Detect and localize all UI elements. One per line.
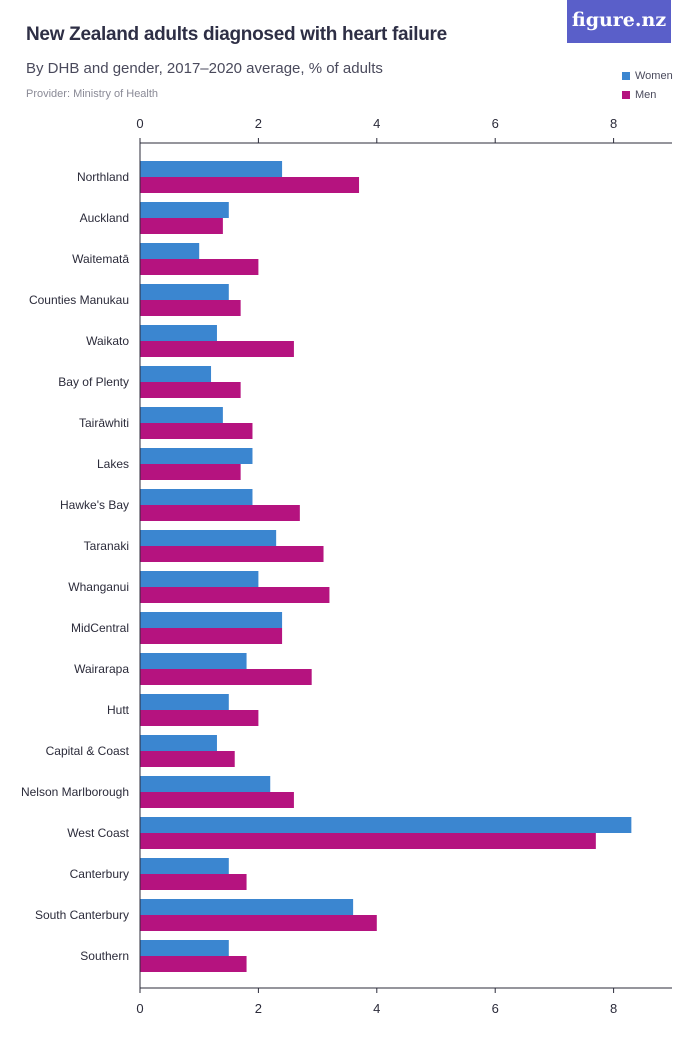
figure-nz-logo[interactable]: figure.nz [567,0,671,43]
x-tick-label-bottom-4: 4 [373,1001,380,1016]
category-label-northland: Northland [77,170,129,184]
bar-men-taranaki [140,546,324,562]
legend-swatch-women [622,71,630,80]
x-tick-label-top-8: 8 [610,116,617,131]
bar-men-whanganui [140,587,330,603]
bar-women-southern [140,940,229,956]
category-label-capital-coast: Capital & Coast [46,744,130,758]
category-label-hutt: Hutt [107,703,130,717]
bar-men-bay-of-plenty [140,382,241,398]
bar-men-tair-whiti [140,423,253,439]
chart-title: New Zealand adults diagnosed with heart … [26,24,447,45]
bar-women-hutt [140,694,229,710]
legend: Women Men [622,66,673,104]
x-tick-label-top-2: 2 [255,116,262,131]
legend-item-men: Men [622,85,673,104]
bar-women-bay-of-plenty [140,366,212,382]
bar-men-midcentral [140,628,283,644]
bar-women-south-canterbury [140,899,354,915]
category-label-west-coast: West Coast [67,826,129,840]
bar-women-auckland [140,202,229,218]
bar-women-wairarapa [140,653,247,669]
bar-men-lakes [140,464,241,480]
legend-swatch-men [622,90,630,99]
x-tick-label-bottom-8: 8 [610,1001,617,1016]
category-label-bay-of-plenty: Bay of Plenty [58,375,129,389]
bar-men-northland [140,177,360,193]
chart-subtitle: By DHB and gender, 2017–2020 average, % … [26,60,383,77]
category-label-midcentral: MidCentral [71,621,129,635]
bar-women-lakes [140,448,253,464]
x-tick-label-top-6: 6 [492,116,499,131]
bar-women-capital-coast [140,735,217,751]
x-tick-label-bottom-6: 6 [492,1001,499,1016]
category-label-tair-whiti: Tairāwhiti [79,416,129,430]
x-tick-label-top-4: 4 [373,116,380,131]
bar-men-counties-manukau [140,300,241,316]
bar-women-whanganui [140,571,259,587]
category-label-nelson-marlborough: Nelson Marlborough [21,785,129,799]
x-tick-label-bottom-2: 2 [255,1001,262,1016]
category-label-south-canterbury: South Canterbury [35,908,129,922]
bar-men-hawke-s-bay [140,505,300,521]
category-label-lakes: Lakes [97,457,129,471]
bar-men-waitemat- [140,259,259,275]
bar-women-waikato [140,325,217,341]
legend-label-women: Women [635,69,673,82]
category-label-waikato: Waikato [86,334,129,348]
bar-men-hutt [140,710,259,726]
bar-men-canterbury [140,874,247,890]
x-tick-label-top-0: 0 [136,116,143,131]
category-label-canterbury: Canterbury [70,867,129,881]
bar-men-auckland [140,218,223,234]
legend-label-men: Men [635,88,657,101]
category-label-counties-manukau: Counties Manukau [29,293,129,307]
bar-women-taranaki [140,530,277,546]
category-label-hawke-s-bay: Hawke's Bay [60,498,129,512]
bar-men-southern [140,956,247,972]
category-label-auckland: Auckland [80,211,129,225]
bar-women-waitemat- [140,243,200,259]
bar-women-northland [140,161,283,177]
bar-women-west-coast [140,817,632,833]
bar-men-wairarapa [140,669,312,685]
bar-men-capital-coast [140,751,235,767]
category-label-whanganui: Whanganui [68,580,129,594]
bar-women-counties-manukau [140,284,229,300]
data-provider: Provider: Ministry of Health [26,88,159,100]
bar-men-west-coast [140,833,596,849]
bar-women-midcentral [140,612,283,628]
category-label-taranaki: Taranaki [84,539,129,553]
bar-men-south-canterbury [140,915,377,931]
bar-women-canterbury [140,858,229,874]
bar-women-nelson-marlborough [140,776,271,792]
bar-men-nelson-marlborough [140,792,294,808]
legend-item-women: Women [622,66,673,85]
x-tick-label-bottom-0: 0 [136,1001,143,1016]
category-label-wairarapa: Wairarapa [74,662,129,676]
bar-women-hawke-s-bay [140,489,253,505]
bar-men-waikato [140,341,294,357]
category-label-southern: Southern [80,949,129,963]
category-label-waitemat-: Waitematā [72,252,129,266]
bar-women-tair-whiti [140,407,223,423]
